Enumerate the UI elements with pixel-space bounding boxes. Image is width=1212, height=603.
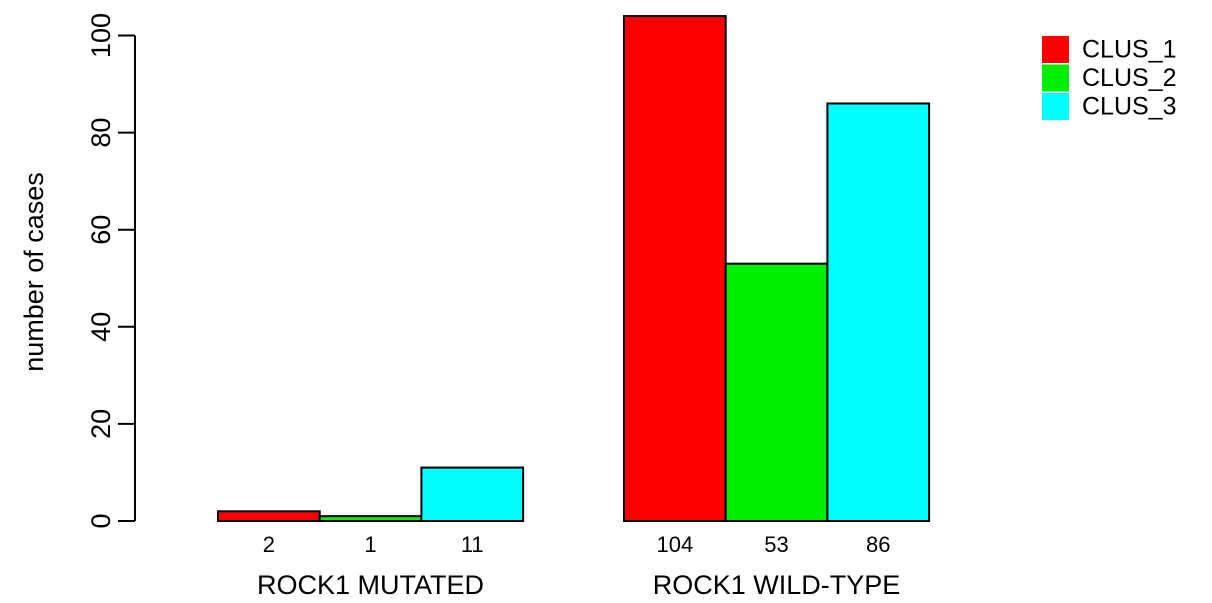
bar-value-label: 2: [263, 532, 275, 557]
bar-value-label: 1: [364, 532, 376, 557]
legend-label: CLUS_2: [1082, 64, 1177, 92]
bar-clus-1: [217, 510, 321, 523]
bar-clus-2: [318, 515, 423, 523]
group-label: ROCK1 MUTATED: [257, 570, 484, 600]
bar-clus-3: [826, 102, 931, 522]
bar-clus-2: [724, 262, 829, 522]
legend-swatch: [1042, 36, 1069, 63]
y-tick-label: 40: [86, 312, 116, 342]
y-tick-label: 80: [86, 118, 116, 148]
legend-label: CLUS_3: [1082, 93, 1177, 121]
y-tick-label: 60: [86, 215, 116, 245]
group-label: ROCK1 WILD-TYPE: [653, 570, 901, 600]
bar-value-label: 11: [461, 532, 484, 557]
y-axis: 0 20 40 60 80 100: [86, 13, 136, 529]
bar-value-labels: 2 1 11 104 53 86: [263, 532, 891, 557]
bar-value-label: 86: [866, 532, 890, 557]
bar-clus-3: [420, 466, 525, 522]
legend-label: CLUS_1: [1082, 36, 1177, 64]
y-tick-label: 0: [86, 513, 116, 528]
legend-swatch: [1042, 64, 1069, 92]
y-tick-label: 20: [86, 409, 116, 439]
bar-clus-1: [623, 15, 727, 523]
legend-swatch: [1042, 93, 1069, 120]
bars: [217, 15, 931, 523]
group-labels: ROCK1 MUTATED ROCK1 WILD-TYPE: [257, 570, 900, 600]
bar-value-label: 104: [656, 532, 693, 557]
bar-value-label: 53: [764, 532, 788, 557]
y-axis-label: number of cases: [19, 172, 49, 372]
y-tick-label: 100: [86, 13, 116, 58]
